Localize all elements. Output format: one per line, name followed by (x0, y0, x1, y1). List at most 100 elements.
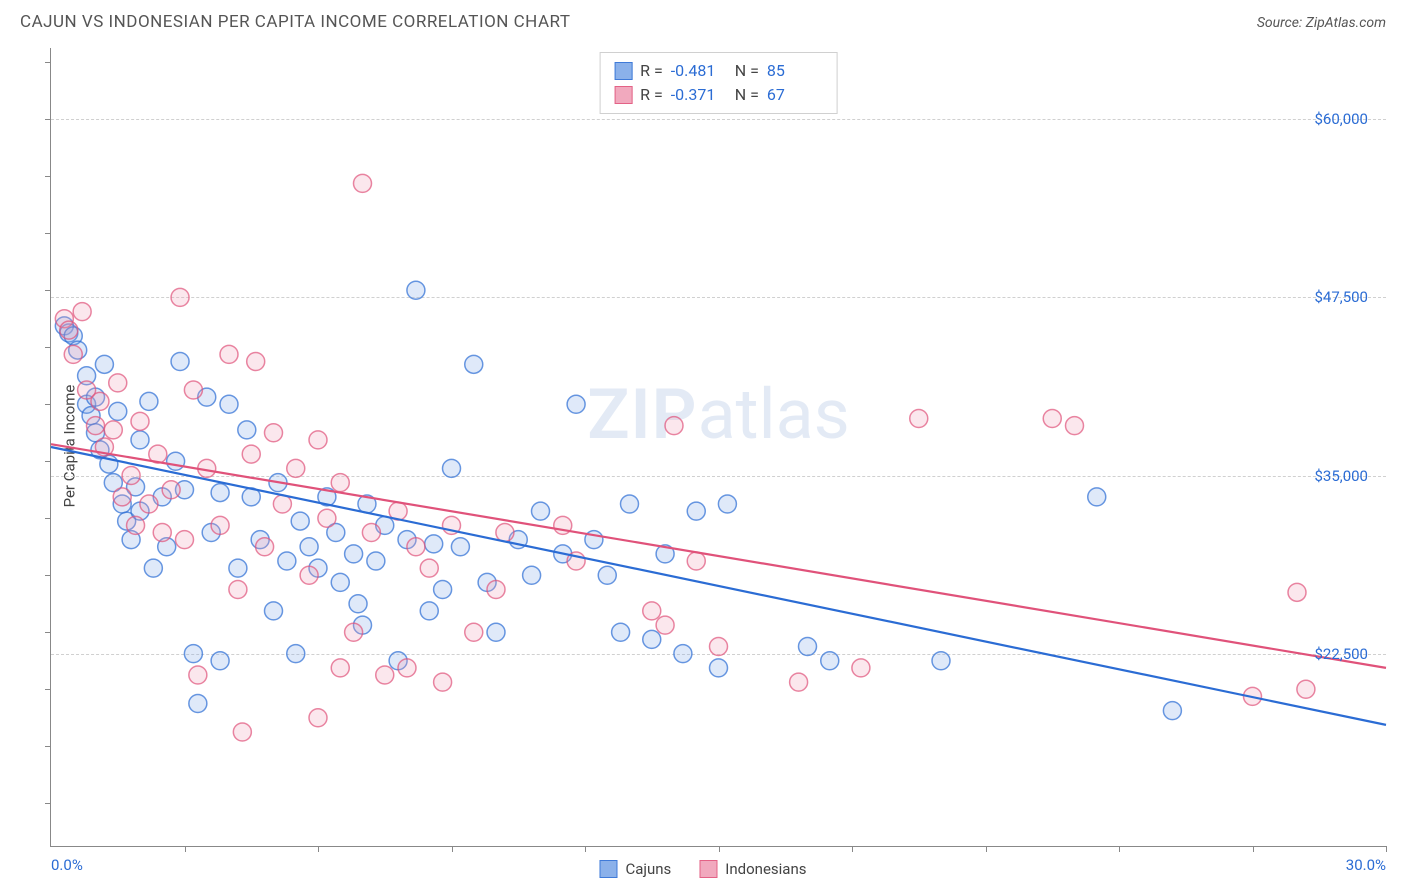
data-point (487, 581, 505, 599)
source-attribution: Source: ZipAtlas.com (1257, 15, 1386, 31)
legend-row-indonesians: R = -0.371 N = 67 (614, 83, 823, 107)
n-label-cajuns: N = (735, 59, 759, 83)
data-point (140, 392, 158, 410)
data-point (612, 623, 630, 641)
data-point (910, 410, 928, 428)
data-point (87, 417, 105, 435)
data-point (300, 566, 318, 584)
data-point (643, 630, 661, 648)
data-point (176, 531, 194, 549)
data-point (331, 474, 349, 492)
data-point (220, 345, 238, 363)
data-point (131, 431, 149, 449)
data-point (821, 652, 839, 670)
data-point (643, 602, 661, 620)
data-point (189, 666, 207, 684)
data-point (229, 559, 247, 577)
data-point (211, 652, 229, 670)
n-label-indonesians: N = (735, 83, 759, 107)
data-point (345, 623, 363, 641)
data-point (425, 535, 443, 553)
data-point (273, 495, 291, 513)
data-point (598, 566, 616, 584)
data-point (523, 566, 541, 584)
data-point (144, 559, 162, 577)
data-point (1163, 702, 1181, 720)
data-point (398, 659, 416, 677)
data-point (376, 666, 394, 684)
data-point (171, 353, 189, 371)
data-point (309, 709, 327, 727)
trend-line (51, 444, 1386, 668)
data-point (1297, 680, 1315, 698)
data-point (278, 552, 296, 570)
data-point (718, 495, 736, 513)
x-axis-min-label: 0.0% (51, 856, 83, 874)
data-point (140, 495, 158, 513)
data-point (443, 459, 461, 477)
data-point (407, 538, 425, 556)
data-point (331, 573, 349, 591)
data-point (362, 524, 380, 542)
data-point (131, 412, 149, 430)
data-point (256, 538, 274, 556)
data-point (349, 595, 367, 613)
data-point (451, 538, 469, 556)
data-point (674, 645, 692, 663)
data-point (932, 652, 950, 670)
data-point (109, 402, 127, 420)
data-point (162, 481, 180, 499)
data-point (184, 645, 202, 663)
r-value-indonesians: -0.371 (671, 83, 727, 107)
data-point (229, 581, 247, 599)
data-point (73, 303, 91, 321)
y-tick-label: $47,500 (1314, 288, 1368, 306)
data-point (331, 659, 349, 677)
data-point (287, 459, 305, 477)
data-point (291, 512, 309, 530)
legend-item-indonesians: Indonesians (699, 860, 806, 878)
data-point (211, 484, 229, 502)
x-axis-max-label: 30.0% (1346, 856, 1386, 874)
data-point (171, 288, 189, 306)
data-point (687, 502, 705, 520)
data-point (434, 673, 452, 691)
series-legend: Cajuns Indonesians (599, 860, 806, 878)
swatch-cajuns-bottom (599, 860, 617, 878)
data-point (300, 538, 318, 556)
data-point (189, 695, 207, 713)
data-point (420, 602, 438, 620)
data-point (127, 516, 145, 534)
data-point (220, 395, 238, 413)
data-point (109, 374, 127, 392)
data-point (184, 381, 202, 399)
data-point (113, 488, 131, 506)
data-point (710, 638, 728, 656)
data-point (1288, 583, 1306, 601)
data-point (345, 545, 363, 563)
r-label-cajuns: R = (640, 59, 663, 83)
r-label-indonesians: R = (640, 83, 663, 107)
data-point (95, 355, 113, 373)
data-point (64, 345, 82, 363)
data-point (1088, 488, 1106, 506)
legend-label-indonesians: Indonesians (725, 860, 806, 878)
y-tick-label: $22,500 (1314, 645, 1368, 663)
n-value-cajuns: 85 (767, 59, 823, 83)
data-point (567, 395, 585, 413)
correlation-legend: R = -0.481 N = 85 R = -0.371 N = 67 (599, 52, 838, 114)
data-point (790, 673, 808, 691)
data-point (687, 552, 705, 570)
data-point (465, 355, 483, 373)
data-point (407, 281, 425, 299)
data-point (247, 353, 265, 371)
swatch-indonesians (614, 86, 632, 104)
data-point (238, 421, 256, 439)
data-point (318, 509, 336, 527)
legend-label-cajuns: Cajuns (625, 860, 671, 878)
data-point (496, 524, 514, 542)
data-point (1043, 410, 1061, 428)
data-point (799, 638, 817, 656)
legend-item-cajuns: Cajuns (599, 860, 671, 878)
data-point (242, 445, 260, 463)
